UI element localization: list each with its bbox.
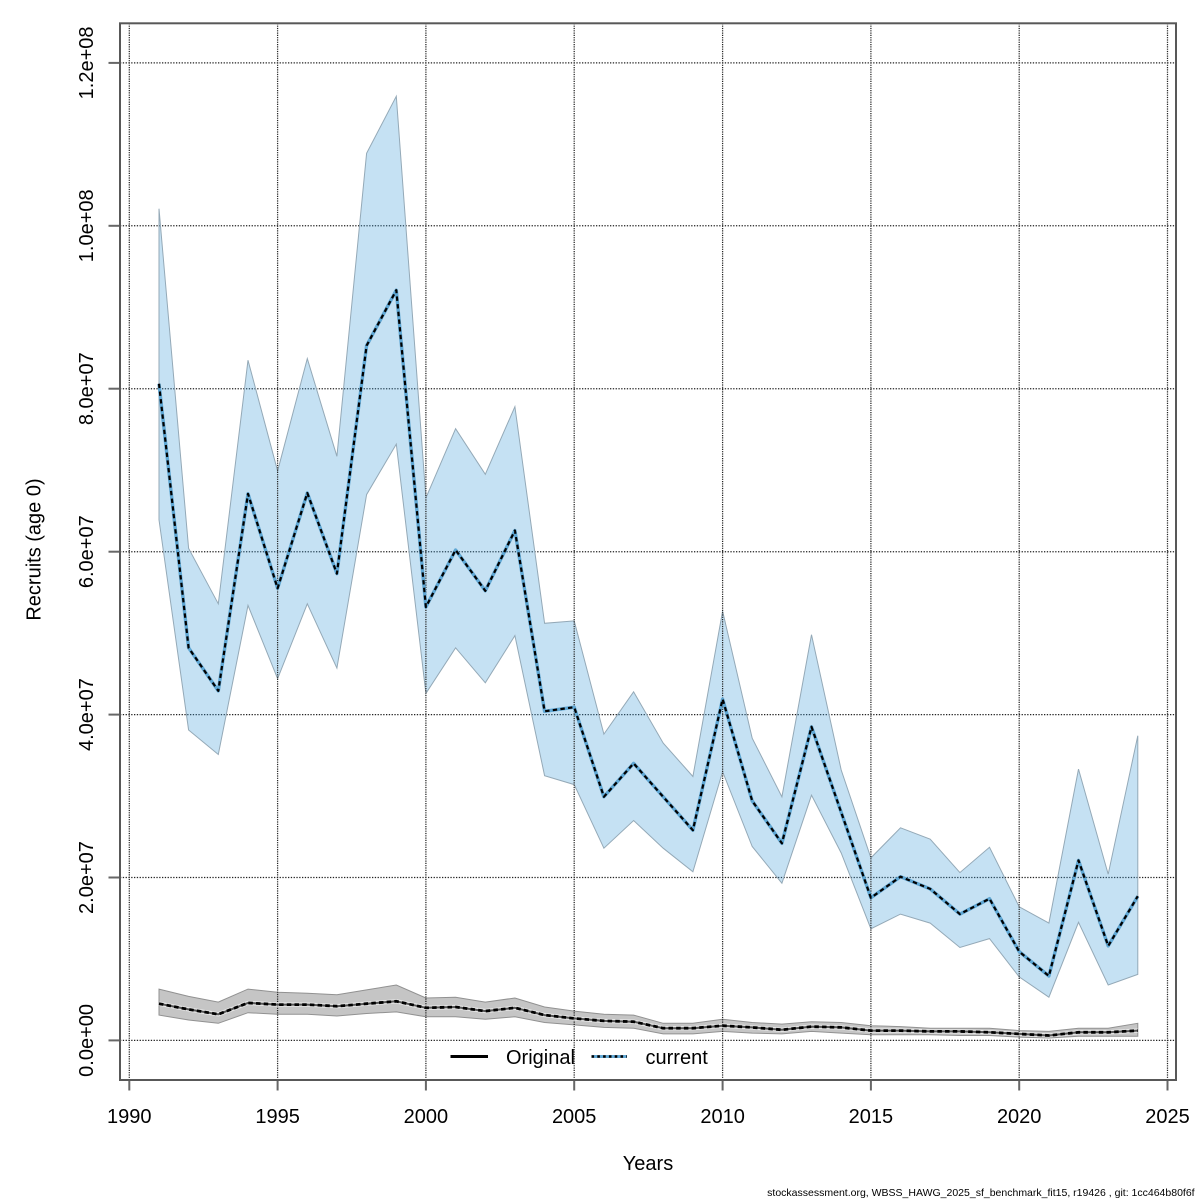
svg-text:4.0e+07: 4.0e+07	[76, 678, 98, 751]
svg-text:2020: 2020	[997, 1106, 1042, 1128]
svg-text:1.2e+08: 1.2e+08	[76, 26, 98, 99]
svg-text:Years: Years	[623, 1153, 673, 1175]
svg-text:Recruits (age 0): Recruits (age 0)	[24, 478, 46, 620]
svg-text:8.0e+07: 8.0e+07	[76, 352, 98, 425]
svg-text:1995: 1995	[255, 1106, 300, 1128]
svg-text:2.0e+07: 2.0e+07	[76, 841, 98, 914]
svg-text:2005: 2005	[552, 1106, 597, 1128]
svg-text:stockassessment.org, WBSS_HAWG: stockassessment.org, WBSS_HAWG_2025_sf_b…	[767, 1187, 1195, 1199]
svg-text:1.0e+08: 1.0e+08	[76, 189, 98, 262]
svg-text:6.0e+07: 6.0e+07	[76, 515, 98, 588]
svg-text:2000: 2000	[404, 1106, 449, 1128]
svg-text:1990: 1990	[107, 1106, 152, 1128]
svg-text:current: current	[646, 1047, 709, 1069]
svg-text:0.0e+00: 0.0e+00	[76, 1004, 98, 1077]
svg-text:2010: 2010	[700, 1106, 745, 1128]
svg-text:Original: Original	[506, 1047, 575, 1069]
svg-text:2015: 2015	[849, 1106, 894, 1128]
svg-text:2025: 2025	[1145, 1106, 1190, 1128]
